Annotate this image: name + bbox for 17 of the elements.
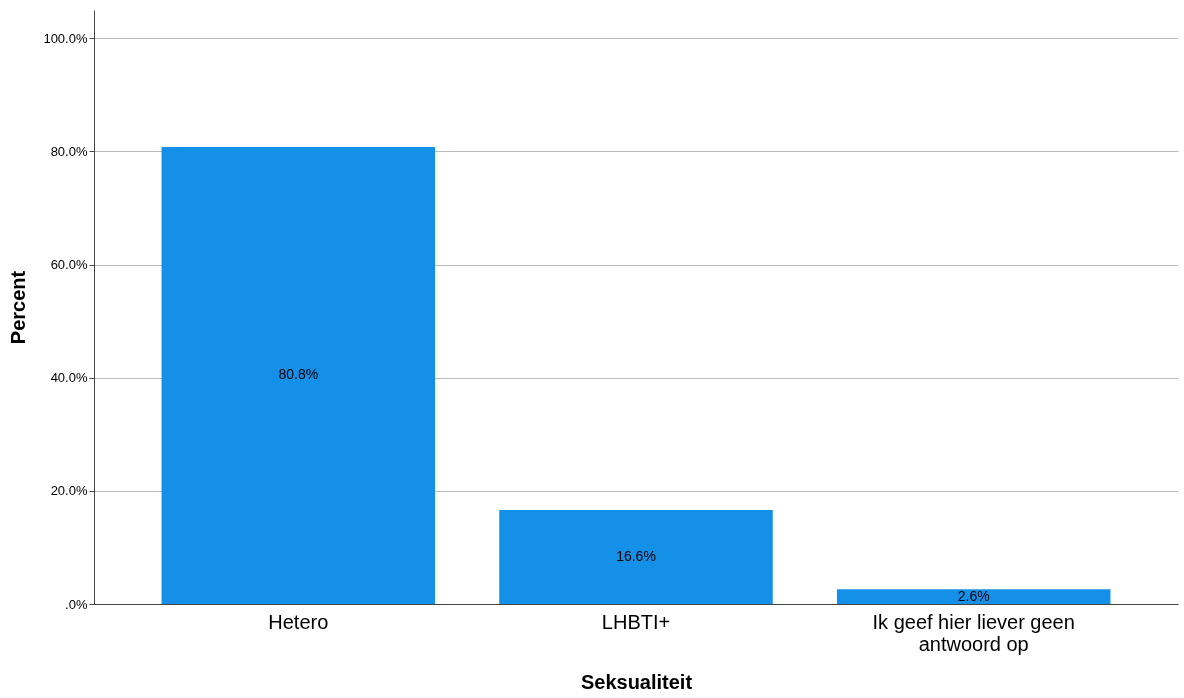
y-axis-title: Percent bbox=[7, 270, 30, 345]
bar bbox=[499, 510, 773, 604]
y-tick-label: 60.0% bbox=[50, 257, 88, 273]
data-label: 2.6% bbox=[957, 587, 990, 604]
y-tick-label: 20.0% bbox=[50, 483, 88, 499]
x-tick-label: LHBTI+ bbox=[601, 610, 671, 633]
y-tick-label: 40.0% bbox=[50, 370, 88, 386]
y-tick-label: .0% bbox=[65, 596, 88, 612]
x-axis-title: Seksualiteit bbox=[580, 670, 693, 693]
data-label: 80.8% bbox=[278, 366, 319, 383]
bar bbox=[161, 146, 436, 604]
y-tick-label: 80.0% bbox=[50, 143, 88, 159]
x-tick-label: Hetero bbox=[268, 610, 329, 633]
bar bbox=[836, 589, 1111, 604]
x-tick-label: Ik geef hier liever geen antwoord op bbox=[872, 610, 1075, 655]
y-tick-label: 100.0% bbox=[43, 30, 88, 46]
data-label: 16.6% bbox=[616, 548, 656, 565]
